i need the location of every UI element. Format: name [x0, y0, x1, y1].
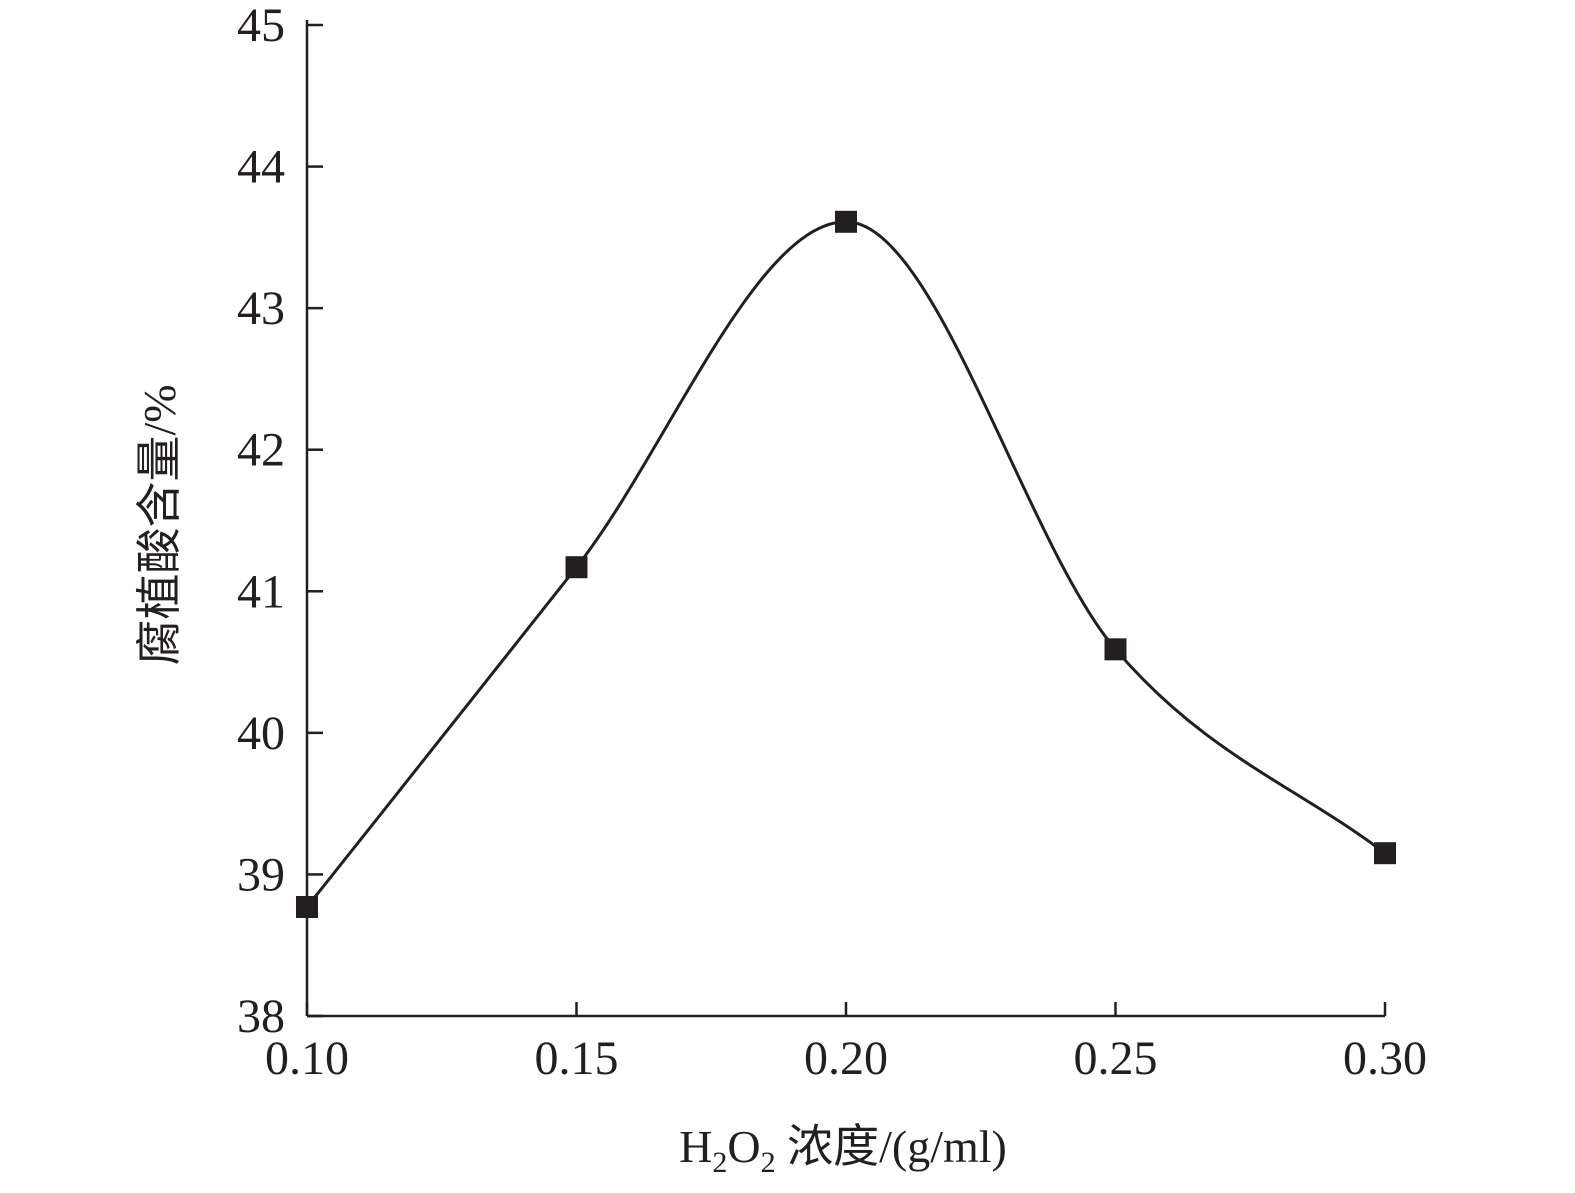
y-tick-label: 41: [237, 565, 285, 618]
series-line: [305, 220, 1386, 908]
x-axis-title-h: H: [679, 1121, 712, 1172]
y-tick-label: 44: [237, 141, 285, 194]
x-tick-label: 0.30: [1343, 1032, 1427, 1085]
axes: [305, 20, 1385, 1018]
y-tick-label: 42: [237, 424, 285, 477]
x-axis-title-o: O: [727, 1121, 760, 1172]
y-tick-label: 40: [237, 707, 285, 760]
x-tick-label: 0.15: [535, 1032, 619, 1085]
y-tick-label: 45: [237, 0, 285, 52]
y-axis-ticks: 38 39 40 41 42 43 44 45: [237, 0, 323, 1043]
x-axis-ticks: 0.10 0.15 0.20 0.25 0.30: [265, 1002, 1427, 1085]
y-tick-label: 39: [237, 848, 285, 901]
data-point: [1374, 842, 1396, 865]
x-tick-label: 0.10: [265, 1032, 349, 1085]
y-tick-label: 43: [237, 282, 285, 335]
x-axis-title-rest: 浓度/(g/ml): [776, 1121, 1007, 1172]
x-tick-label: 0.25: [1074, 1032, 1158, 1085]
data-point: [835, 210, 857, 233]
data-point: [565, 556, 588, 579]
x-axis-title: H2O2 浓度/(g/ml): [679, 1121, 1007, 1179]
data-point: [296, 895, 318, 918]
x-tick-label: 0.20: [804, 1032, 888, 1085]
plot-area: [296, 210, 1396, 918]
x-axis-title-sub1: 2: [712, 1146, 727, 1179]
data-point: [1104, 638, 1127, 661]
y-axis-title: 腐植酸含量/%: [134, 384, 185, 665]
x-axis-title-sub2: 2: [761, 1146, 776, 1179]
y-tick-label: 38: [237, 990, 285, 1043]
